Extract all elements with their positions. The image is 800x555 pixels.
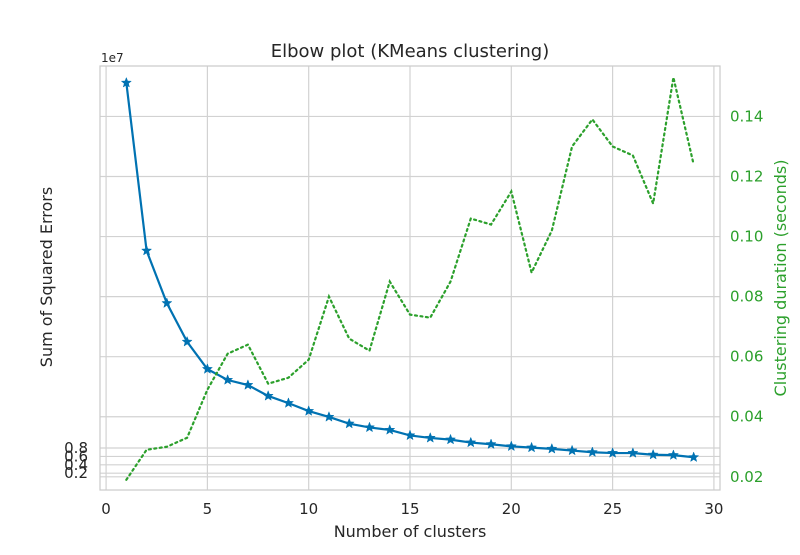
sse-marker <box>688 451 700 463</box>
sse-marker <box>242 379 254 390</box>
sse-marker <box>667 449 680 460</box>
sse-marker <box>262 390 274 401</box>
sse-marker <box>323 411 335 422</box>
y2-tick-label: 0.14 <box>730 107 763 125</box>
x-tick-label: 25 <box>603 500 622 518</box>
y2-tick-label: 0.12 <box>730 168 763 186</box>
sse-marker <box>384 424 396 435</box>
grid-layer <box>100 66 720 490</box>
x-tick-label: 15 <box>400 500 419 518</box>
sse-marker <box>140 244 153 256</box>
y2-axis-label: Clustering duration (seconds) <box>771 160 790 397</box>
y2-tick-label: 0.04 <box>730 408 763 426</box>
y2-tick-label: 0.08 <box>730 288 763 306</box>
sse-marker <box>404 429 416 441</box>
sse-marker <box>222 374 234 385</box>
sse-marker <box>525 441 538 453</box>
sse-marker <box>161 297 173 308</box>
x-tick-label: 5 <box>203 500 213 518</box>
chart-title: Elbow plot (KMeans clustering) <box>271 41 550 62</box>
sse-marker <box>363 421 376 433</box>
x-axis-label: Number of clusters <box>334 522 487 541</box>
y-axis-label: Sum of Squared Errors <box>37 187 56 367</box>
sse-marker <box>201 363 214 374</box>
y-tick-label: 0.4 <box>64 456 88 474</box>
x-tick-label: 10 <box>299 500 318 518</box>
sse-marker <box>505 440 517 452</box>
sse-marker <box>586 446 598 457</box>
x-tick-label: 20 <box>502 500 521 518</box>
sse-marker <box>627 447 639 458</box>
y-tick-label: 0.2 <box>64 464 88 482</box>
y-tick-label: 0.6 <box>64 447 88 465</box>
series-layer <box>120 76 700 481</box>
axes-layer: 0 5 10 15 20 25 30 0.20.40.60.8 0.02 0.04 0.06 0.08… <box>64 65 763 518</box>
sse-marker <box>465 436 477 448</box>
sse-marker <box>343 417 355 429</box>
sse-marker <box>120 76 132 88</box>
plot-frame <box>99 65 721 491</box>
y-tick-label: 0.8 <box>64 439 88 457</box>
sse-marker <box>606 447 619 458</box>
x-tick-label: 0 <box>101 500 111 518</box>
sse-marker <box>303 405 315 416</box>
sse-marker <box>444 433 457 445</box>
y-offset-label: 1e7 <box>101 51 124 65</box>
sse-marker <box>546 442 558 454</box>
sse-marker <box>424 432 436 443</box>
sse-marker <box>566 444 578 456</box>
duration-line <box>125 77 695 481</box>
sse-marker <box>181 335 193 347</box>
sse-marker <box>485 438 497 450</box>
y2-tick-label: 0.02 <box>730 468 763 486</box>
x-tick-label: 30 <box>704 500 723 518</box>
y2-tick-label: 0.06 <box>730 348 763 366</box>
sse-marker <box>647 448 659 460</box>
y2-tick-label: 0.10 <box>730 228 763 246</box>
sse-marker <box>282 397 295 408</box>
